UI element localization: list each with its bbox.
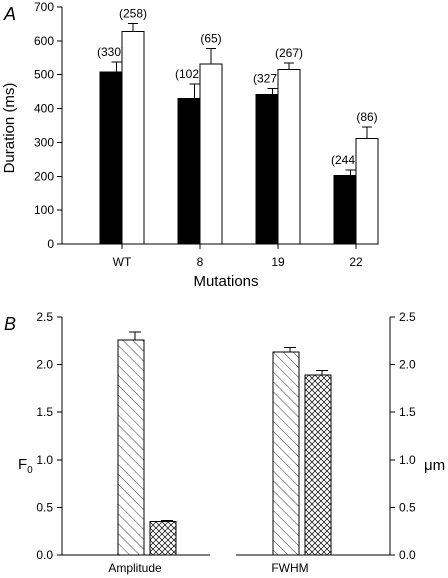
panel-a-y-tick-label: 300 xyxy=(34,135,54,149)
panel-b-left-y-tick-label: 2.0 xyxy=(36,358,53,372)
panel-b-bar-diagonal xyxy=(117,339,145,556)
panel-a-y-axis-title: Duration (ms) xyxy=(1,83,18,174)
panel-a-chart: 0 100 200 300 400 500 600 700 WT (330) (258) 8 (102)… xyxy=(34,0,379,269)
panel-a-count-label: (267) xyxy=(275,46,303,60)
panel-b-category-label: FWHM xyxy=(271,561,308,575)
panel-b-left-y-axis-title: F0 xyxy=(18,456,33,476)
f0-main: F xyxy=(18,456,27,473)
panel-b-right-y-axis-title: μm xyxy=(424,457,445,474)
panel-a-bar xyxy=(177,97,201,245)
panel-a-y-tick-label: 100 xyxy=(34,203,54,217)
panel-b-right-y-tick-label: 2.5 xyxy=(399,310,416,324)
panel-a-y-tick-label: 700 xyxy=(34,0,54,14)
panel-b-category-label: Amplitude xyxy=(108,561,162,575)
panel-b-bar-diagonal xyxy=(272,351,300,556)
panel-b-letter: B xyxy=(4,314,16,334)
panel-b-left-y-tick-label: 1.5 xyxy=(36,405,53,419)
panel-a-count-label: (65) xyxy=(200,31,221,45)
panel-b-right-y-tick-label: 0.5 xyxy=(399,500,416,514)
panel-b-right-y-tick-label: 0.0 xyxy=(399,548,416,562)
panel-b-right-y-tick-label: 1.5 xyxy=(399,405,416,419)
panel-a-y-tick-label: 600 xyxy=(34,34,54,48)
panel-a-category-label: WT xyxy=(113,255,132,269)
panel-b-right-y-tick-label: 2.0 xyxy=(399,358,416,372)
panel-a-bar xyxy=(355,138,379,245)
panel-b-left-y-tick-label: 0.0 xyxy=(36,548,53,562)
panel-a-count-label: (258) xyxy=(119,6,147,20)
panel-b-left-y-tick-label: 1.0 xyxy=(36,453,53,467)
panel-a-count-label: (330) xyxy=(97,45,125,59)
panel-a-y-tick-label: 400 xyxy=(34,102,54,116)
panel-a-letter: A xyxy=(3,4,16,24)
panel-a-category-label: 22 xyxy=(349,255,363,269)
panel-a-bar xyxy=(277,69,301,245)
panel-b-left-y-tick-label: 2.5 xyxy=(36,310,53,324)
panel-a-count-label: (327) xyxy=(253,71,281,85)
f0-subscript: 0 xyxy=(27,465,33,476)
panel-a-bar xyxy=(333,174,357,245)
panel-b-chart: 0.0 0.0 0.5 0.5 1.0 1.0 1.5 1.5 2.0 2.0 2.5 2.5 Ampl… xyxy=(36,310,416,575)
panel-b-bar-crosshatch xyxy=(304,374,332,556)
panel-b-right-y-tick-label: 1.0 xyxy=(399,453,416,467)
panel-a-count-label: (244) xyxy=(331,153,359,167)
panel-a-bar xyxy=(99,71,123,245)
panel-a-count-label: (102) xyxy=(175,67,203,81)
panel-b-bar-crosshatch xyxy=(149,521,177,556)
panel-b-left-y-tick-label: 0.5 xyxy=(36,500,53,514)
panel-a-bar xyxy=(121,31,145,245)
panel-a-category-label: 19 xyxy=(271,255,285,269)
panel-a-count-label: (86) xyxy=(356,110,377,124)
panel-a-bar xyxy=(199,63,223,245)
panel-a-y-tick-label: 0 xyxy=(47,237,54,251)
panel-a-y-tick-label: 200 xyxy=(34,169,54,183)
panel-a-x-axis-title: Mutations xyxy=(193,273,258,290)
panel-a-bar xyxy=(255,93,279,245)
panel-a-y-tick-label: 500 xyxy=(34,68,54,82)
panel-a-category-label: 8 xyxy=(197,255,204,269)
